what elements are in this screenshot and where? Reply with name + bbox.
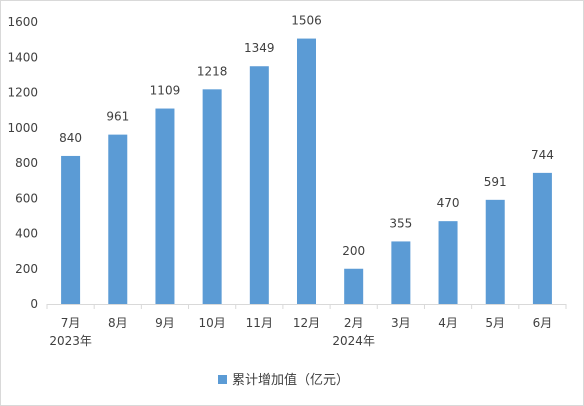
x-tick-label: 2月 bbox=[344, 316, 364, 330]
data-label: 744 bbox=[531, 148, 554, 162]
data-label: 591 bbox=[484, 175, 507, 189]
x-tick-label: 7月 bbox=[61, 316, 81, 330]
data-label: 355 bbox=[389, 216, 412, 230]
x-tick-label: 12月 bbox=[293, 316, 320, 330]
x-tick-label: 4月 bbox=[438, 316, 458, 330]
y-tick-label: 1600 bbox=[7, 15, 38, 29]
y-tick-label: 200 bbox=[15, 262, 38, 276]
bar bbox=[249, 66, 269, 305]
legend-label: 累计增加值（亿元） bbox=[232, 372, 349, 388]
bar bbox=[202, 89, 222, 304]
bar bbox=[61, 155, 81, 304]
x-tick-label: 6月 bbox=[533, 316, 553, 330]
data-label: 200 bbox=[342, 244, 365, 258]
data-label: 470 bbox=[437, 196, 460, 210]
y-tick-label: 1400 bbox=[7, 50, 38, 64]
data-label: 1109 bbox=[150, 84, 181, 98]
data-label: 961 bbox=[106, 110, 129, 124]
x-tick-label: 3月 bbox=[391, 316, 411, 330]
bar bbox=[438, 221, 458, 304]
bars: 840 961 1109 1218 1349 1506 200 355 470 591 744 bbox=[59, 14, 554, 305]
y-tick-label: 800 bbox=[15, 156, 38, 170]
x-tick-label: 11月 bbox=[246, 316, 273, 330]
x-axis: 7月 2023年 8月 9月 10月 11月 12月 2月 2024年 3月 4月 5月 6月 bbox=[46, 304, 567, 348]
x-year-label: 2024年 bbox=[332, 334, 375, 348]
x-tick-label: 10月 bbox=[198, 316, 225, 330]
bar bbox=[532, 172, 552, 304]
y-tick-label: 0 bbox=[30, 297, 38, 311]
x-tick-label: 8月 bbox=[108, 316, 128, 330]
bar bbox=[297, 38, 316, 304]
y-tick-label: 1200 bbox=[7, 86, 38, 100]
data-label: 840 bbox=[59, 131, 82, 145]
bar bbox=[108, 134, 128, 304]
legend: 累计增加值（亿元） bbox=[218, 372, 349, 388]
bar bbox=[155, 108, 175, 304]
legend-swatch bbox=[218, 375, 227, 384]
y-tick-label: 1000 bbox=[7, 121, 38, 135]
bar bbox=[344, 268, 364, 304]
x-year-label: 2023年 bbox=[49, 334, 92, 348]
y-tick-label: 600 bbox=[15, 191, 38, 205]
y-tick-label: 400 bbox=[15, 227, 38, 241]
data-label: 1506 bbox=[291, 14, 322, 28]
data-label: 1349 bbox=[244, 41, 275, 55]
bar bbox=[485, 199, 505, 304]
x-tick-label: 5月 bbox=[485, 316, 505, 330]
bar bbox=[391, 241, 411, 304]
data-label: 1218 bbox=[197, 64, 228, 78]
y-axis: 0 200 400 600 800 1000 1200 1400 1600 bbox=[7, 15, 38, 311]
x-tick-label: 9月 bbox=[155, 316, 175, 330]
